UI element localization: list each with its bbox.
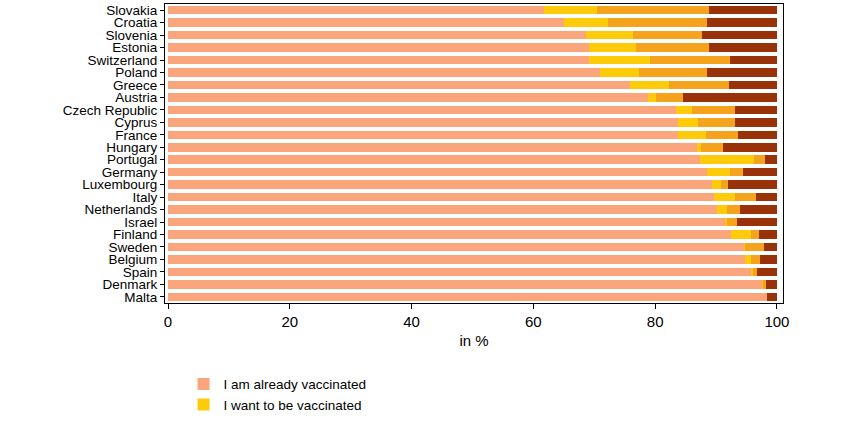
svg-text:80: 80 [647, 313, 664, 330]
svg-text:Sweden: Sweden [109, 240, 158, 255]
svg-text:100: 100 [764, 313, 789, 330]
svg-text:Estonia: Estonia [112, 40, 158, 55]
svg-text:Hungary: Hungary [106, 140, 157, 155]
svg-text:Switzerland: Switzerland [88, 53, 158, 68]
svg-text:in %: in % [459, 332, 488, 349]
svg-text:I want to be vaccinated: I want to be vaccinated [224, 398, 362, 413]
svg-text:Czech Republic: Czech Republic [63, 103, 158, 118]
svg-text:60: 60 [525, 313, 542, 330]
svg-text:Cyprus: Cyprus [115, 115, 158, 130]
svg-text:France: France [115, 128, 157, 143]
svg-text:Netherlands: Netherlands [85, 202, 158, 217]
svg-text:0: 0 [164, 313, 172, 330]
svg-text:I am already vaccinated: I am already vaccinated [224, 377, 367, 392]
svg-text:Spain: Spain [123, 265, 158, 280]
svg-text:Luxembourg: Luxembourg [82, 177, 157, 192]
svg-text:Greece: Greece [113, 78, 157, 93]
svg-text:Germany: Germany [102, 165, 158, 180]
svg-text:Belgium: Belgium [109, 252, 158, 267]
svg-text:Italy: Italy [133, 190, 158, 205]
svg-text:Israel: Israel [124, 215, 157, 230]
svg-text:Slovenia: Slovenia [106, 28, 158, 43]
svg-text:40: 40 [403, 313, 420, 330]
svg-text:Poland: Poland [115, 65, 157, 80]
svg-text:20: 20 [281, 313, 298, 330]
svg-text:Croatia: Croatia [114, 15, 158, 30]
svg-text:Denmark: Denmark [103, 277, 158, 292]
svg-text:Finland: Finland [113, 227, 157, 242]
svg-text:Austria: Austria [115, 90, 158, 105]
svg-text:Slovakia: Slovakia [106, 3, 158, 18]
svg-text:Malta: Malta [124, 289, 158, 304]
svg-text:Portugal: Portugal [107, 152, 157, 167]
